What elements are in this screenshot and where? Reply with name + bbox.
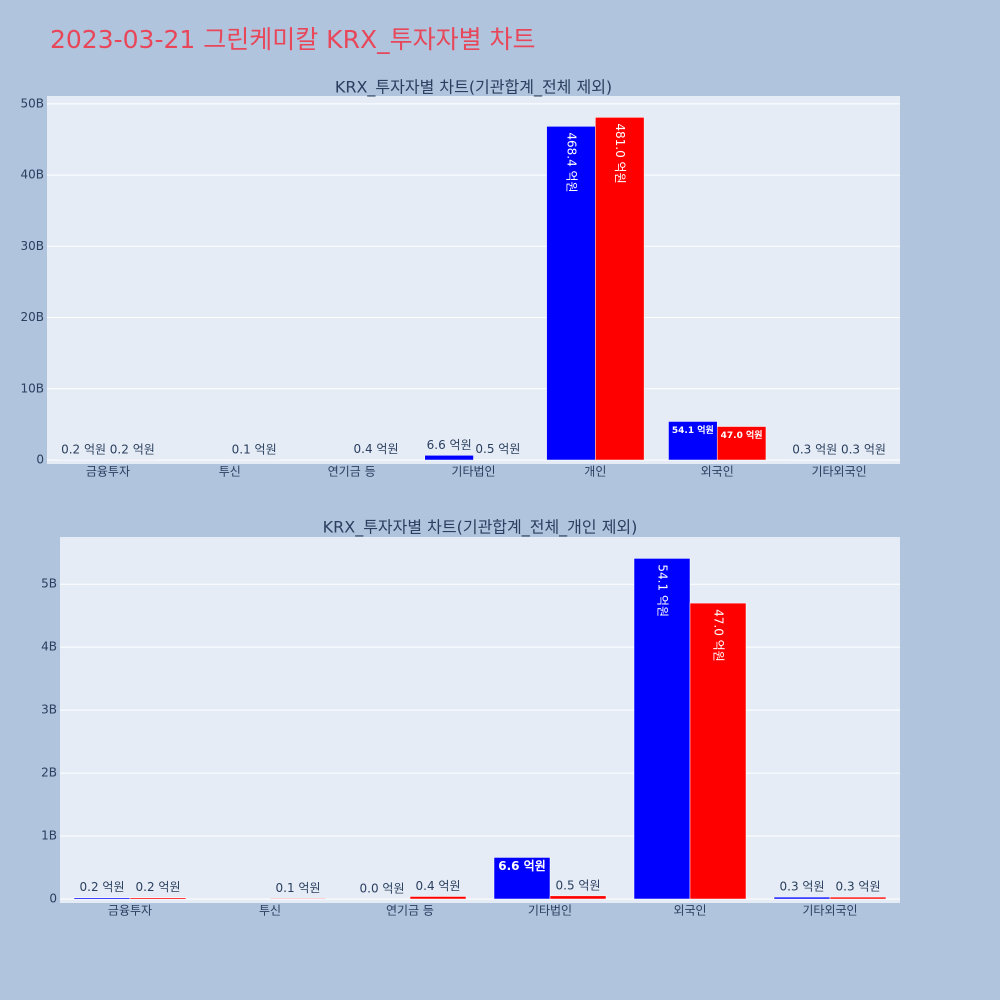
bar (595, 117, 645, 461)
data-label: 54.1 억원 (672, 424, 714, 436)
bar (716, 426, 767, 461)
bar (549, 895, 607, 900)
x-tick-label: 기타외국인 (802, 904, 857, 918)
bar (409, 896, 467, 900)
chart-title: KRX_투자자별 차트(기관합계_전체_개인 제외) (323, 518, 638, 538)
x-tick-label: 투신 (219, 465, 241, 479)
bar (773, 896, 831, 900)
data-label: 47.0 억원 (721, 429, 763, 441)
data-label: 0.4 억원 (354, 442, 399, 456)
x-tick-label: 외국인 (673, 904, 706, 918)
x-tick-label: 외국인 (701, 465, 734, 479)
y-tick-label: 40B (20, 168, 44, 182)
x-tick-label: 연기금 등 (328, 465, 376, 479)
data-label: 0.4 억원 (416, 879, 461, 893)
x-tick-label: 금융투자 (108, 904, 152, 918)
x-tick-label: 투신 (259, 904, 281, 918)
bar (269, 898, 327, 900)
data-label: 0.3 억원 (841, 442, 886, 456)
y-tick-label: 30B (20, 239, 44, 253)
data-label: 0.2 억원 (80, 880, 125, 894)
x-tick-label: 기타외국인 (811, 465, 866, 479)
data-label: 0.3 억원 (780, 880, 825, 894)
data-label: 0.5 억원 (556, 878, 601, 892)
bar (689, 602, 747, 900)
x-tick-label: 연기금 등 (386, 904, 434, 918)
y-tick-label: 20B (20, 310, 44, 324)
data-label: 0.1 억원 (276, 881, 321, 895)
y-tick-label: 1B (41, 829, 57, 843)
bar (829, 896, 887, 900)
y-tick-label: 5B (41, 577, 57, 591)
plot-area (60, 537, 900, 903)
data-label: 47.0 억원 (712, 609, 726, 662)
x-tick-label: 개인 (584, 465, 606, 479)
y-tick-label: 3B (41, 703, 57, 717)
data-label: 54.1 억원 (656, 564, 670, 617)
data-label: 481.0 억원 (613, 123, 627, 183)
x-tick-label: 기타법인 (528, 904, 572, 918)
bar (668, 421, 718, 461)
data-label: 0.3 억원 (836, 880, 881, 894)
y-tick-label: 4B (41, 640, 57, 654)
chart-title: KRX_투자자별 차트(기관합계_전체 제외) (335, 78, 612, 98)
data-label: 0.1 억원 (232, 442, 277, 456)
y-tick-label: 0 (49, 892, 57, 906)
data-label: 0.2 억원 (136, 880, 181, 894)
y-tick-label: 10B (20, 381, 44, 395)
plot-area (47, 96, 900, 464)
bar (633, 558, 691, 900)
bar (129, 897, 187, 900)
y-tick-label: 50B (20, 96, 44, 110)
page-title: 2023-03-21 그린케미칼 KRX_투자자별 차트 (50, 25, 536, 54)
y-tick-label: 2B (41, 766, 57, 780)
bar (73, 897, 131, 900)
data-label: 0.3 억원 (792, 442, 837, 456)
data-label: 468.4 억원 (564, 132, 578, 192)
data-label: 6.6 억원 (427, 438, 472, 452)
data-label: 0.5 억원 (475, 442, 520, 456)
x-tick-label: 기타법인 (451, 465, 495, 479)
y-tick-label: 0 (36, 453, 44, 467)
bar (424, 455, 474, 461)
bar (493, 857, 551, 900)
data-label: 0.0 억원 (360, 882, 405, 896)
x-tick-label: 금융투자 (86, 465, 130, 479)
data-label: 6.6 억원 (498, 859, 546, 873)
data-label: 0.2 억원 (110, 442, 155, 456)
data-label: 0.2 억원 (61, 442, 106, 456)
